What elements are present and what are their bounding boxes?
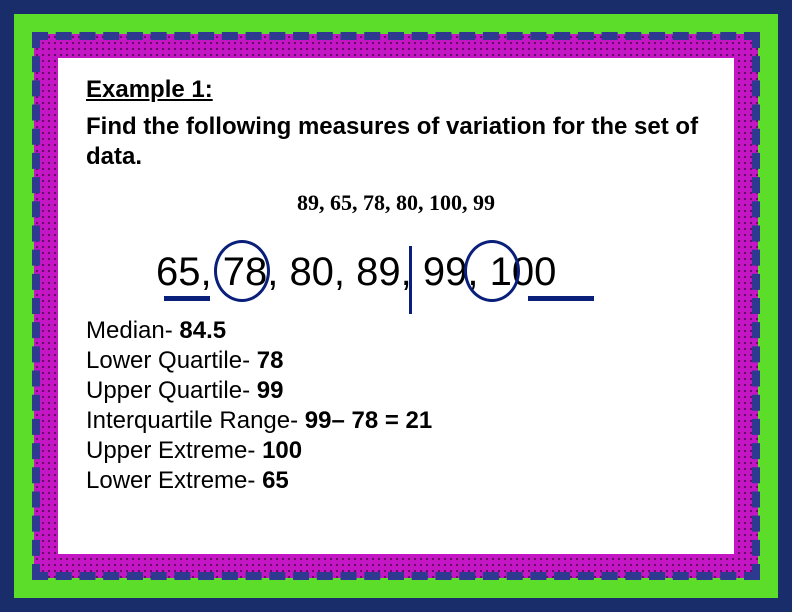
magenta-dotted-frame: Example 1: Find the following measures o… xyxy=(34,34,758,578)
upper-extreme-underline xyxy=(528,296,594,301)
iqr-label: Interquartile Range- xyxy=(86,407,298,434)
lower-quartile-value: 78 xyxy=(257,347,284,374)
lower-extreme-label: Lower Extreme- xyxy=(86,467,255,494)
measure-iqr: Interquartile Range- 99– 78 = 21 xyxy=(86,406,706,436)
median-divider xyxy=(409,246,412,314)
median-value: 84.5 xyxy=(179,317,226,344)
content-panel: Example 1: Find the following measures o… xyxy=(58,58,734,554)
upper-quartile-label: Upper Quartile- xyxy=(86,377,250,404)
prompt-text: Find the following measures of variation… xyxy=(86,112,706,172)
measure-upper-extreme: Upper Extreme- 100 xyxy=(86,436,706,466)
upper-quartile-value: 99 xyxy=(257,377,284,404)
measure-lower-extreme: Lower Extreme- 65 xyxy=(86,466,706,496)
upper-extreme-value: 100 xyxy=(262,437,302,464)
original-data-set: 89, 65, 78, 80, 100, 99 xyxy=(86,190,706,216)
lower-extreme-value: 65 xyxy=(262,467,289,494)
example-label: Example 1: xyxy=(86,76,706,104)
upper-extreme-label: Upper Extreme- xyxy=(86,437,255,464)
median-label: Median- xyxy=(86,317,173,344)
iqr-value: 99– 78 = 21 xyxy=(305,407,432,434)
measure-median: Median- 84.5 xyxy=(86,316,706,346)
measures-list: Median- 84.5 Lower Quartile- 78 Upper Qu… xyxy=(86,316,706,496)
measure-lower-quartile: Lower Quartile- 78 xyxy=(86,346,706,376)
measure-upper-quartile: Upper Quartile- 99 xyxy=(86,376,706,406)
sorted-data-row: 65, 78, 80, 89, 99, 100 xyxy=(86,250,706,306)
q1-ellipse xyxy=(214,240,270,302)
lower-extreme-underline xyxy=(164,296,210,301)
outer-navy-frame: Example 1: Find the following measures o… xyxy=(0,0,792,612)
q3-ellipse xyxy=(464,240,520,302)
green-frame: Example 1: Find the following measures o… xyxy=(14,14,778,598)
lower-quartile-label: Lower Quartile- xyxy=(86,347,250,374)
